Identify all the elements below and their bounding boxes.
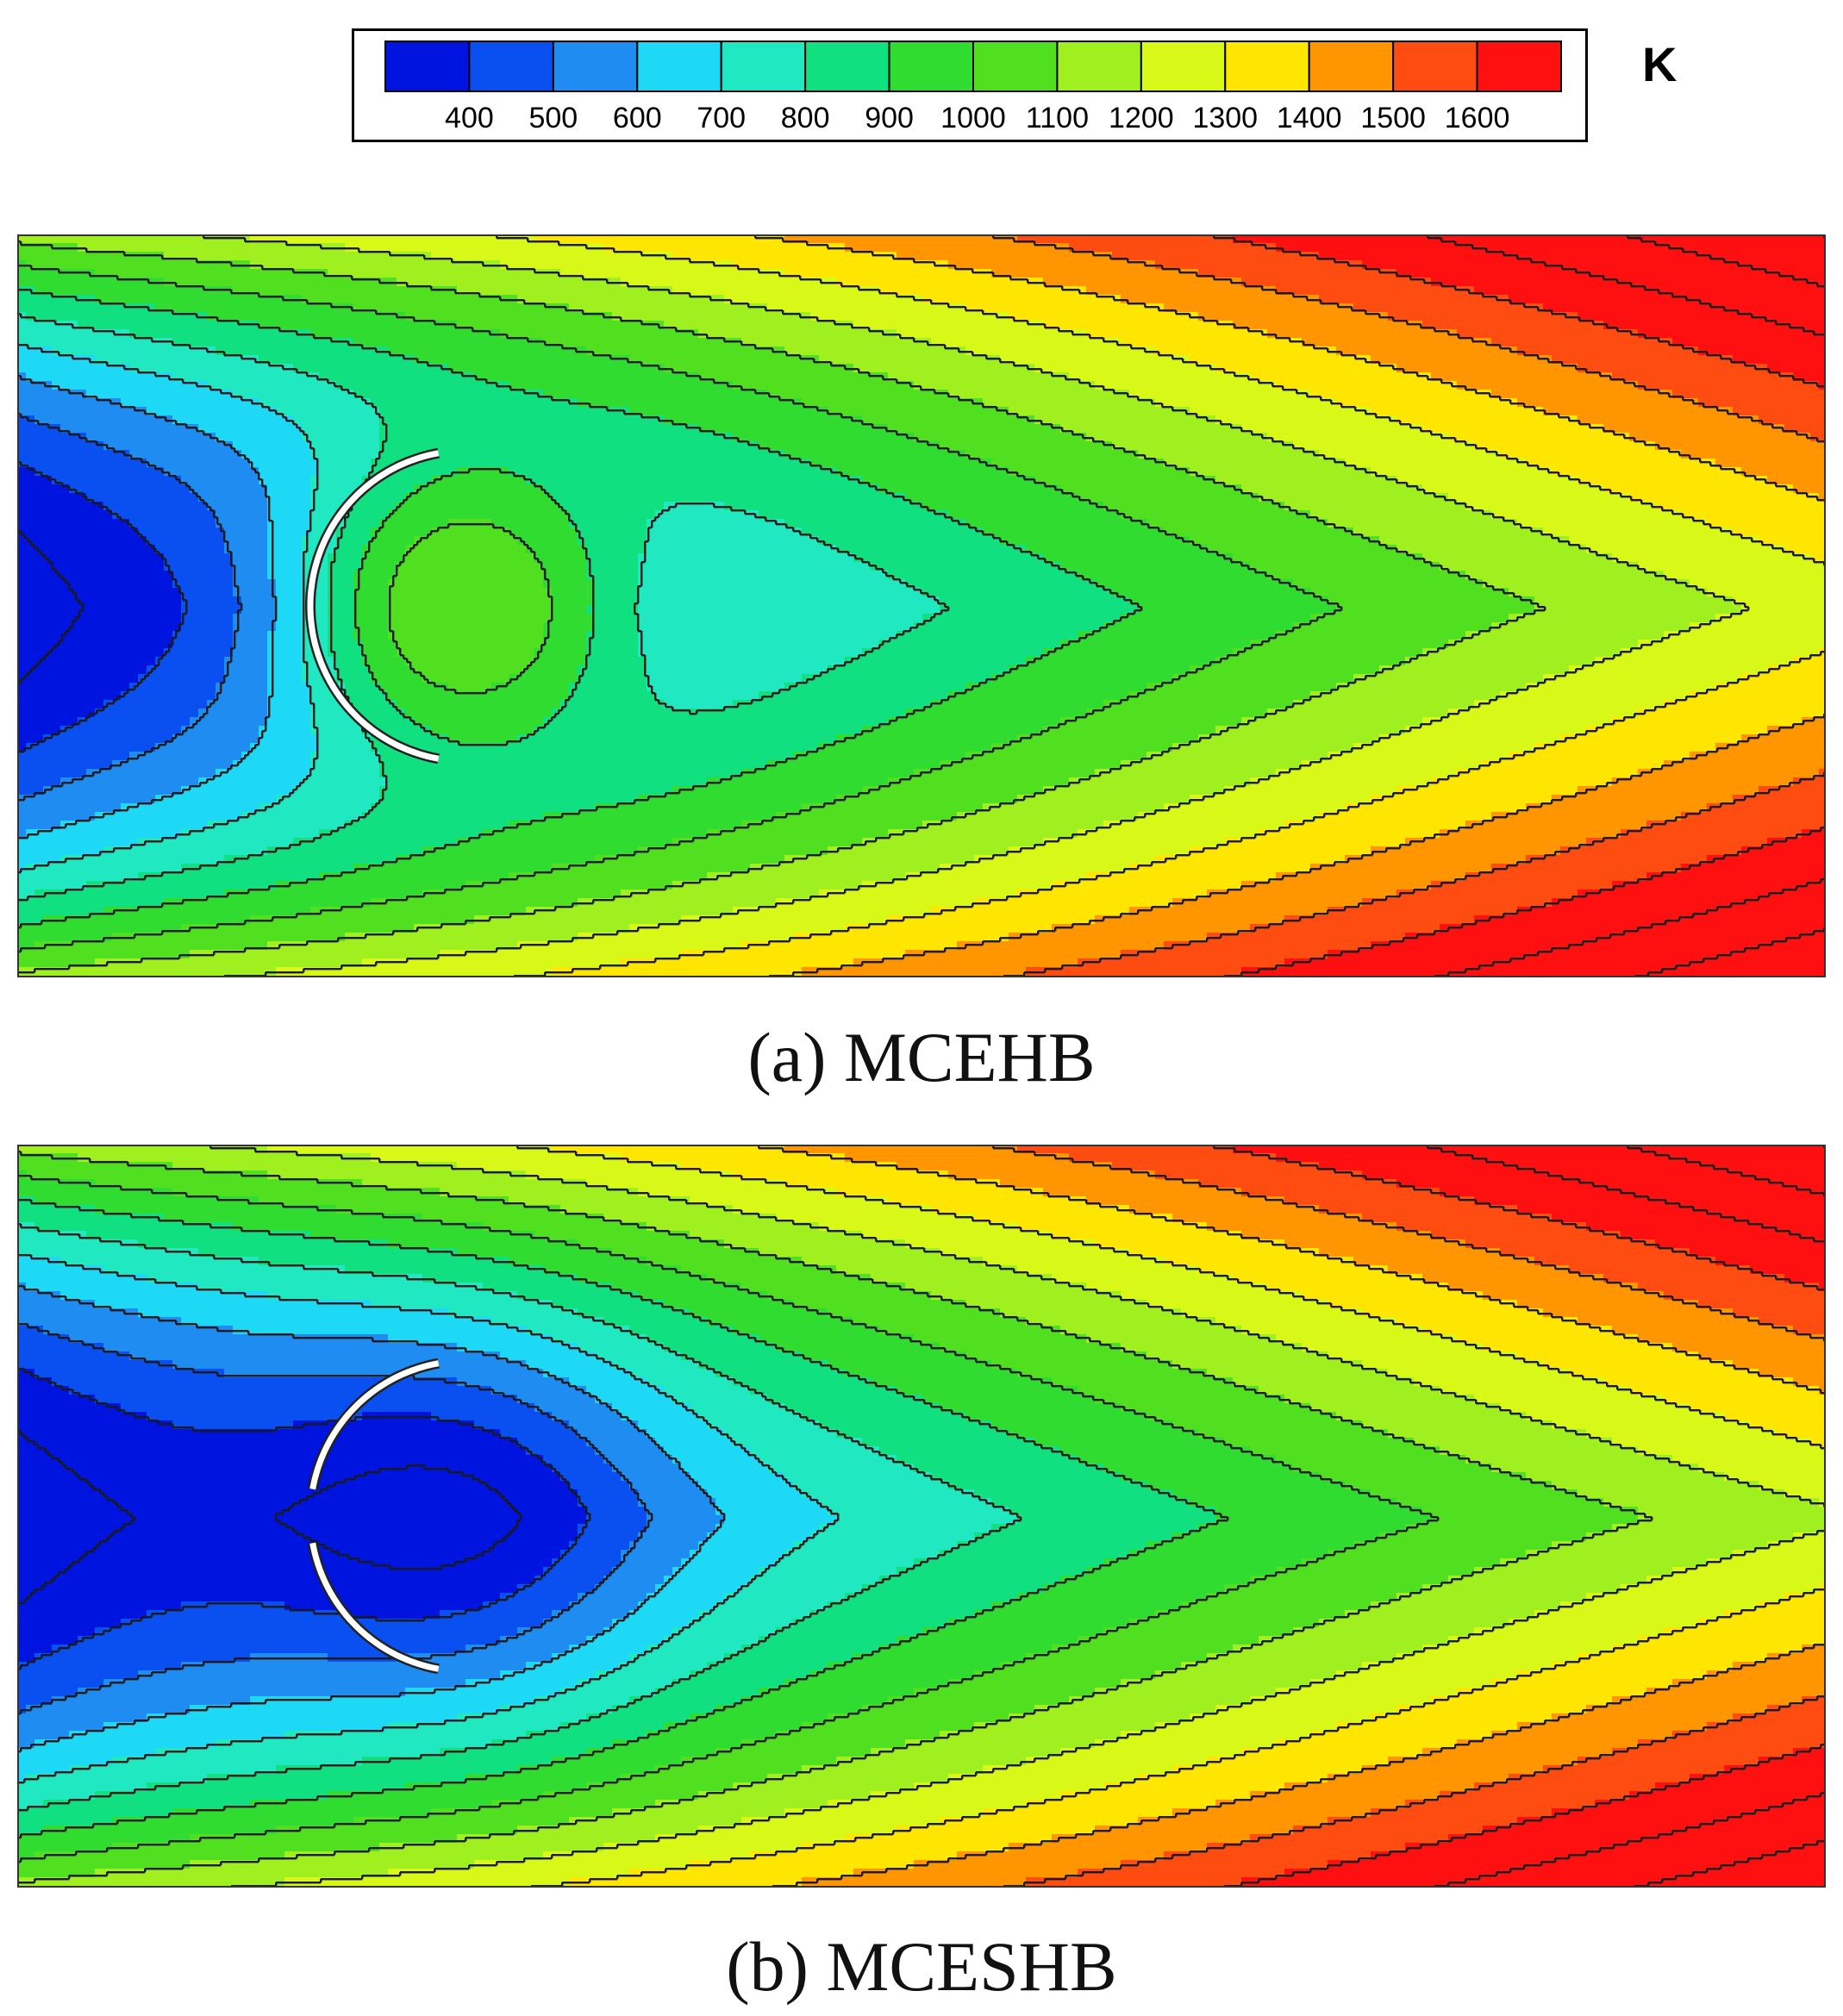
legend-tick-label: 1200: [1109, 102, 1174, 134]
contour-field: [17, 234, 1826, 977]
legend-swatch: [1224, 41, 1310, 92]
legend-tick-label: 1400: [1277, 102, 1342, 134]
legend-tick-label: 800: [781, 102, 830, 134]
contour-plot-b: [17, 1145, 1826, 1888]
legend-tick-label: 1000: [940, 102, 1006, 134]
legend-swatch: [1476, 41, 1562, 92]
legend-tick-label: 600: [613, 102, 662, 134]
plot-frame: [17, 1145, 1826, 1888]
contour-field: [17, 1145, 1826, 1888]
legend-tick-label: 1100: [1026, 102, 1089, 134]
color-legend: 400 500 600 700 800 900 1000 1100 1200 1300 1400 15…: [352, 28, 1588, 142]
legend-tick-label: 900: [865, 102, 914, 134]
legend-swatch: [636, 41, 722, 92]
legend-tick-label: 1500: [1360, 102, 1426, 134]
legend-swatch: [972, 41, 1059, 92]
legend-tick-label: 1300: [1192, 102, 1258, 134]
contour-lines: [17, 234, 1826, 977]
legend-swatch: [888, 41, 974, 92]
legend-tick-label: 400: [445, 102, 494, 134]
caption-a: (a) MCEHB: [0, 1017, 1843, 1098]
legend-swatch: [384, 41, 471, 92]
cylinder-arc: [309, 1360, 440, 1490]
caption-b: (b) MCESHB: [0, 1926, 1843, 2007]
legend-swatch: [804, 41, 890, 92]
contour-lines: [17, 1145, 1826, 1888]
legend-swatch: [552, 41, 639, 92]
legend-swatch: [720, 41, 807, 92]
cylinder-arc: [309, 1542, 440, 1672]
legend-swatch: [468, 41, 554, 92]
legend-colorbar: 400 500 600 700 800 900 1000 1100 1200 1300 1400 15…: [384, 41, 1562, 134]
legend-swatch: [1392, 41, 1478, 92]
legend-swatch: [1056, 41, 1142, 92]
cylinder-arc: [307, 450, 440, 762]
legend-unit-label: K: [1642, 36, 1677, 92]
plot-frame: [17, 234, 1826, 977]
legend-tick-label: 1600: [1445, 102, 1510, 134]
contour-plot-a: [17, 234, 1826, 977]
legend-swatch: [1140, 41, 1227, 92]
legend-tick-label: 700: [697, 102, 746, 134]
legend-swatch: [1308, 41, 1395, 92]
legend-tick-label: 500: [528, 102, 578, 134]
